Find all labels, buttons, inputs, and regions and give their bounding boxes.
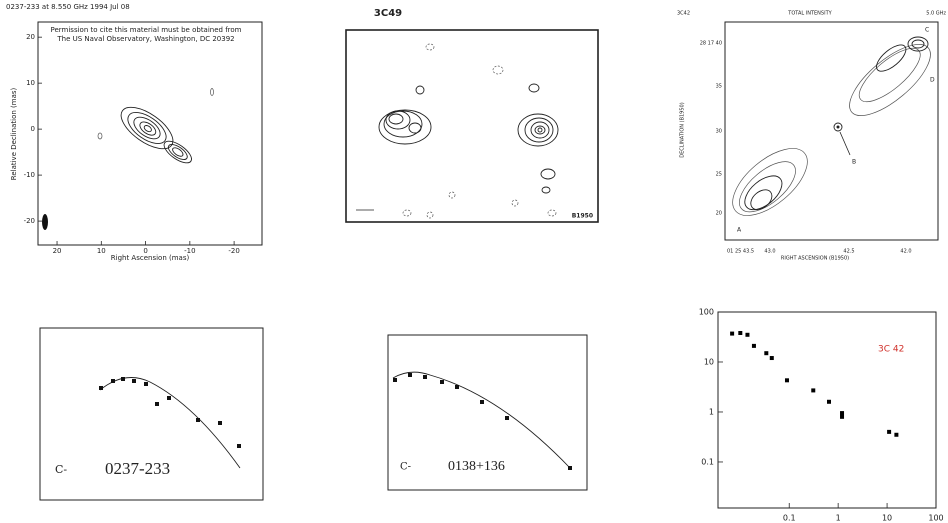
x-axis-label: Right Ascension (mas) <box>111 254 190 262</box>
y-tick-label: 0.1 <box>701 457 714 466</box>
x-tick-label: 01 25 43.5 <box>727 249 754 255</box>
y-axis-label: DECLINATION (B1950) <box>680 102 686 157</box>
point <box>730 332 734 336</box>
map-header: TOTAL INTENSITY <box>787 11 832 17</box>
point <box>745 333 749 337</box>
y-tick-label: 10 <box>26 79 35 87</box>
y-tick-label: -20 <box>24 217 35 225</box>
point <box>785 378 789 382</box>
frame <box>38 22 262 245</box>
map-title: 3C49 <box>374 8 402 19</box>
x-tick-label: -20 <box>228 247 239 255</box>
map-header: 0237-233 at 8.550 GHz 1994 Jul 08 <box>6 3 130 11</box>
y-tick-label: 25 <box>716 172 722 178</box>
frame <box>718 312 936 508</box>
annotation: 0138+136 <box>448 459 505 474</box>
contours <box>721 29 941 227</box>
y-tick-label: 35 <box>716 84 722 90</box>
x-tick-label: 20 <box>53 247 62 255</box>
point <box>840 415 844 419</box>
figure: 0237-233 at 8.550 GHz 1994 Jul 08 Permis… <box>0 0 948 523</box>
x-tick-label: 43.0 <box>764 249 775 255</box>
point <box>887 430 891 434</box>
y-tick-label: 1 <box>709 407 714 416</box>
component-label: C <box>925 27 929 34</box>
point <box>738 331 742 335</box>
point <box>752 344 756 348</box>
point <box>840 411 844 415</box>
y-axis-label: Relative Declination (mas) <box>10 87 18 180</box>
component-label: B <box>852 159 856 166</box>
y-tick-label: 100 <box>699 308 714 317</box>
annotation: 0237-233 <box>105 459 170 478</box>
x-tick-label: 10 <box>97 247 106 255</box>
x-tick-label: 10 <box>882 514 892 523</box>
epoch-label: B1950 <box>572 213 593 220</box>
annotation: C- <box>400 462 411 473</box>
annotation: C- <box>55 463 67 476</box>
y-tick-label: 20 <box>26 33 35 41</box>
contour <box>211 89 214 96</box>
y-tick-label: 10 <box>704 357 714 366</box>
spectrum-curve <box>393 372 572 470</box>
x-tick-label: 100 <box>928 514 943 523</box>
point <box>764 351 768 355</box>
component-label: A <box>737 227 742 234</box>
x-tick-label: 0.1 <box>783 514 796 523</box>
x-tick-label: 42.0 <box>900 249 911 255</box>
y-tick-label: -10 <box>24 171 35 179</box>
x-tick-label: 0 <box>143 247 147 255</box>
map-header: 3C42 <box>677 11 690 17</box>
x-tick-label: 42.5 <box>843 249 854 255</box>
chart-title: 3C 42 <box>878 345 904 355</box>
map-header: 5.0 GHz <box>926 11 946 17</box>
point <box>827 400 831 404</box>
x-tick-label: 1 <box>836 514 841 523</box>
y-tick-label: 30 <box>716 129 722 135</box>
contours <box>356 44 558 218</box>
spectrum-curve <box>99 377 241 468</box>
point <box>894 433 898 437</box>
point <box>811 388 815 392</box>
point <box>770 356 774 360</box>
y-tick-label: 20 <box>716 211 722 217</box>
contours <box>114 99 200 171</box>
note: Permission to cite this material must be… <box>51 26 242 34</box>
component-label: D <box>930 77 935 84</box>
x-axis-label: RIGHT ASCENSION (B1950) <box>781 256 849 262</box>
y-tick-label: 0 <box>31 125 35 133</box>
contour <box>98 133 102 139</box>
beam <box>42 214 48 230</box>
x-tick-label: -10 <box>184 247 195 255</box>
frame <box>725 22 938 240</box>
y-tick-label: 28 17 40 <box>700 41 722 47</box>
note: The US Naval Observatory, Washington, DC… <box>56 35 234 43</box>
